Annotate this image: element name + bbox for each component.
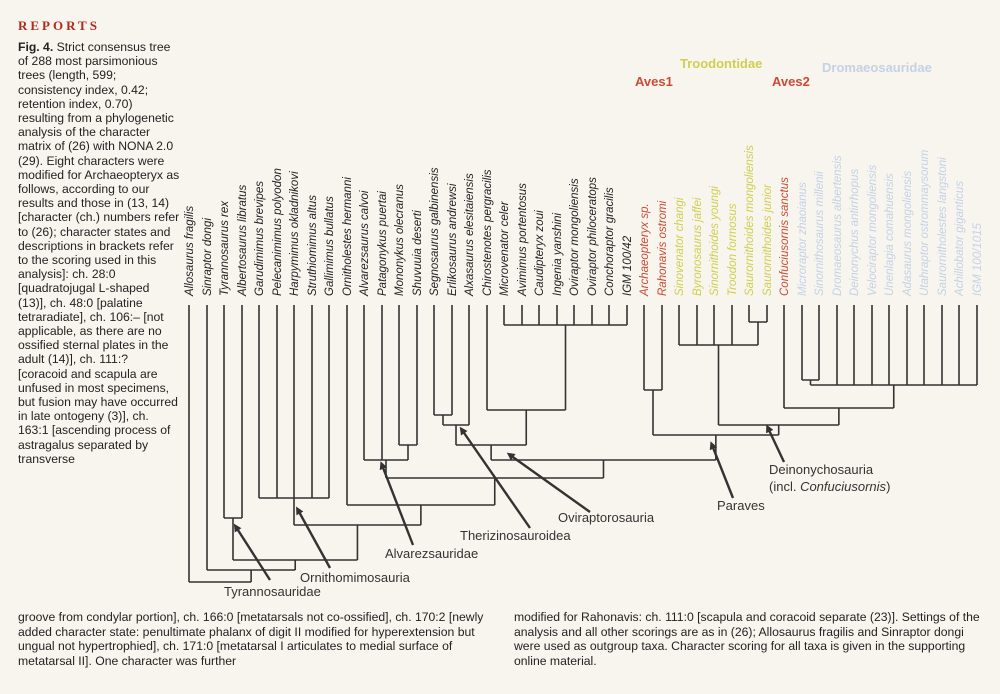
taxon-label: Tyrannosaurus rex	[219, 200, 231, 296]
taxon-label: Alvarezsaurus calvoi	[359, 190, 371, 297]
clade-arrow	[709, 441, 735, 499]
section-header: REPORTS	[18, 18, 100, 33]
taxon-label: Allosaurus fragilis	[184, 206, 196, 297]
taxon-label: Segnosaurus galbinensis	[429, 167, 441, 296]
taxon-label: Oviraptor philoceratops	[587, 177, 599, 296]
taxon-label: Ingenia yanshini	[552, 212, 564, 296]
taxon-label: Caudipteryx zoui	[534, 210, 546, 296]
taxon-label: Garudimimus brevipes	[254, 181, 266, 296]
taxon-label: Gallimimus bullatus	[324, 196, 336, 296]
figure-caption: Fig. 4. Strict consensus tree of 288 mos…	[18, 40, 180, 466]
family-label-dromaeosauridae: Dromaeosauridae	[822, 60, 932, 75]
clade-arrow	[506, 452, 591, 513]
taxon-label: Utahraptor ostrommaysorum	[919, 149, 931, 296]
taxon-label: Avimimus portentosus	[517, 183, 529, 297]
taxon-label: Unenlagia comahuensis	[884, 173, 896, 296]
clade-label-deinonychosauria-note: (incl. Confuciusornis)	[769, 479, 890, 494]
caption-continuation-right: modified for Rahonavis: ch. 111:0 [scapu…	[514, 610, 980, 668]
taxon-label: Chirostenotes pergracilis	[482, 169, 494, 296]
taxon-label: Saurornitholestes langstoni	[937, 157, 949, 296]
taxon-label: Albertosaurus libratus	[237, 185, 249, 297]
taxon-label: Sinornithoides youngi	[709, 186, 721, 296]
taxon-label: Mononykus olecranus	[394, 184, 406, 296]
family-label-aves1: Aves1	[635, 74, 673, 89]
figure-label: Fig. 4.	[18, 40, 54, 54]
taxon-label: Sinornithosaurus millenii	[814, 171, 826, 296]
taxon-label: IGM 100/42	[622, 235, 634, 296]
taxon-label: Archaeopteryx sp.	[639, 203, 651, 297]
taxon-label: Patagonykus puertai	[377, 191, 389, 296]
clade-arrow	[233, 523, 272, 581]
clade-label-alvarezsauridae: Alvarezsauridae	[385, 546, 478, 561]
taxon-label: Adasaurus mongoliensis	[902, 170, 914, 297]
clade-label-therizinosauroidea: Therizinosauroidea	[460, 528, 571, 543]
taxon-label: Deinonychus antirrhopus	[849, 169, 861, 296]
taxon-label: Conchoraptor gracilis	[604, 187, 616, 296]
taxon-label: Sinraptor dongi	[202, 218, 214, 296]
taxon-label: Confuciusornis sanctus	[779, 177, 791, 296]
family-label-aves2: Aves2	[772, 74, 810, 89]
taxon-label: Byronosaurus jaffei	[692, 197, 704, 296]
taxon-label: Sinovenator changi	[674, 197, 686, 296]
clade-label-paraves: Paraves	[717, 498, 765, 513]
taxon-label: Microraptor zhaoianus	[797, 182, 809, 296]
taxon-label: Harpymimus okladnikovi	[289, 171, 301, 296]
clade-arrow	[379, 461, 415, 546]
taxon-label: Velociraptor mongoliensis	[867, 164, 879, 296]
taxon-label: Troodon formosus	[727, 203, 739, 296]
clade-arrow	[459, 426, 531, 529]
taxon-label: IGM 100/1015	[972, 223, 984, 296]
clade-arrow	[296, 506, 332, 569]
caption-continuation-left: groove from condylar portion], ch. 166:0…	[18, 610, 484, 668]
family-label-troodontidae: Troodontidae	[680, 56, 762, 71]
clade-label-deinonychosauria: Deinonychosauria	[769, 462, 874, 477]
taxon-label: Dromaeosaurus albertensis	[832, 155, 844, 296]
taxon-label: Oviraptor mongoliensis	[569, 178, 581, 296]
clade-arrow	[766, 424, 786, 463]
taxon-label: Shuvuuia deserti	[412, 210, 424, 296]
taxon-label: Microvenator celer	[499, 200, 511, 296]
clade-label-ornithomimosauria: Ornithomimosauria	[300, 570, 411, 585]
clade-label-tyrannosauridae: Tyrannosauridae	[224, 584, 321, 599]
taxon-label: Struthiomimus altus	[307, 195, 319, 296]
caption-text: Strict consensus tree of 288 most parsim…	[18, 40, 180, 466]
taxon-label: Pelecanimimus polyodon	[272, 168, 284, 296]
taxon-label: Alxasaurus elesitaiensis	[464, 173, 476, 297]
taxon-label: Achillobator giganticus	[954, 181, 966, 297]
clade-label-oviraptorosauria: Oviraptorosauria	[558, 510, 655, 525]
taxon-label: Rahonavis ostromi	[657, 200, 669, 296]
taxon-label: Erlikosaurus andrewsi	[447, 183, 459, 296]
taxon-label: Ornitholestes hermanni	[342, 177, 354, 296]
taxon-label: Saurornithoides junior	[762, 183, 774, 296]
taxon-label: Saurornithoides mongoliensis	[744, 145, 756, 296]
